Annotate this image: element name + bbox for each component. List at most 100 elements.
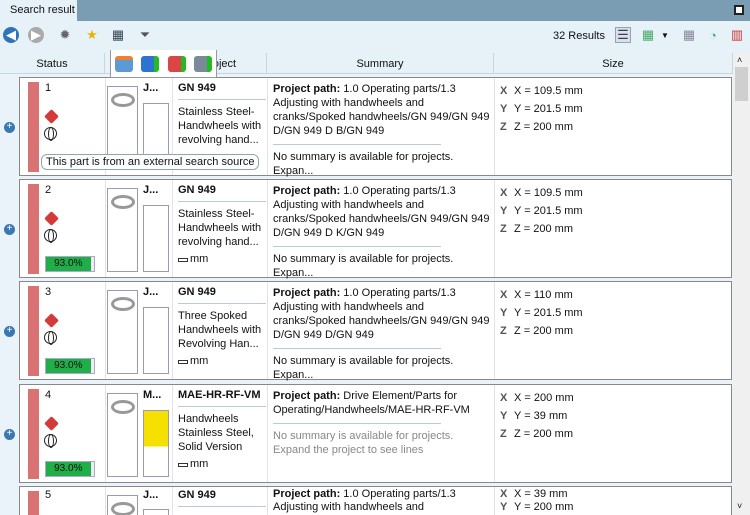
project-title: GN 949 [178, 489, 266, 507]
maximize-button[interactable] [734, 5, 744, 15]
expand-button[interactable]: + [4, 122, 15, 133]
forward-icon[interactable]: ▶ [28, 27, 44, 43]
table-row[interactable]: 5 J... GN 949 Project path: 1.0 Operatin… [19, 486, 732, 515]
table-row[interactable]: 3 93.0% J... GN 949 Three Spoked Handwhe… [19, 281, 732, 381]
settings-icon[interactable]: ✹ [59, 27, 71, 42]
summary-text: No summary is available for projects. Ex… [273, 430, 454, 456]
summary-cell: Project path: 1.0 Operating parts/1.3 Ad… [273, 488, 491, 515]
divider [494, 282, 495, 379]
project-title: GN 949 [178, 184, 266, 202]
unit-label: mm [190, 458, 209, 470]
status-bar [28, 389, 39, 479]
row-number: 4 [45, 389, 52, 401]
manufacturer-logo [143, 307, 169, 374]
results-count: 32 Results [553, 30, 605, 42]
path-label: Project path: [273, 287, 341, 299]
table-row[interactable]: 4 93.0% M... MAE-HR-RF-VM Handwheels Sta… [19, 384, 732, 483]
expand-button[interactable]: + [4, 224, 15, 235]
part-cube-icon [44, 313, 59, 328]
match-value: 93.0% [46, 462, 91, 476]
column-summary[interactable]: Summary [267, 53, 494, 74]
project-path: Drive Element/Parts for Operating/Handwh… [273, 390, 470, 416]
project-description: Stainless Steel-Handwheels with revolvin… [178, 106, 262, 146]
match-value: 93.0% [46, 257, 91, 271]
scroll-up-icon[interactable]: ˄ [737, 55, 743, 65]
part-thumbnail[interactable] [107, 188, 138, 272]
add-red-part-icon[interactable] [167, 55, 186, 72]
divider [105, 282, 106, 379]
size-y: Y = 200 mm [514, 501, 574, 513]
grid-view-icon[interactable]: ▦ [641, 27, 655, 42]
part-thumbnail[interactable] [107, 393, 138, 477]
tab-search-result[interactable]: Search result [0, 0, 77, 21]
project-cell: MAE-HR-RF-VM Handwheels Stainless Steel,… [178, 389, 266, 470]
back-icon[interactable]: ◀ [3, 27, 19, 43]
size-z: Z = 200 mm [514, 223, 573, 235]
divider [494, 385, 495, 482]
manufacturer-logo [143, 205, 169, 272]
status-bar [28, 286, 39, 376]
project-path: 1.0 Operating parts/1.3 Adjusting with h… [273, 287, 490, 341]
row-number: 1 [45, 82, 52, 94]
divider [494, 78, 495, 175]
toolbar: ◀ ▶ ✹ ★ ▦ ⏷ 32 Results ☰ ▦ ▼ ▦ ◔ ▥ [0, 21, 750, 53]
size-y: Y = 201.5 mm [514, 307, 583, 319]
status-bar [28, 82, 39, 172]
globe-icon[interactable] [44, 127, 57, 141]
scrollbar-thumb[interactable] [735, 67, 748, 101]
project-cell: GN 949 [178, 489, 266, 512]
chevron-down-icon[interactable]: ▼ [661, 30, 669, 40]
table-row[interactable]: 2 93.0% J... GN 949 Stainless Steel-Hand… [19, 179, 732, 279]
add-gray-part-icon[interactable] [193, 55, 212, 72]
y-axis-icon: Y [500, 103, 508, 115]
globe-icon[interactable] [44, 229, 57, 243]
manufacturer-logo [143, 509, 169, 515]
ruler-icon [178, 463, 188, 467]
x-axis-icon: X [500, 187, 508, 199]
scroll-down-icon[interactable]: ˅ [737, 501, 743, 511]
favorites-icon[interactable]: ★ [86, 27, 98, 42]
context-toolbar [110, 50, 217, 78]
divider [105, 385, 106, 482]
save-table-icon[interactable]: ▦ [111, 27, 125, 42]
chart-icon[interactable]: ◔ [709, 27, 717, 43]
divider [267, 78, 268, 175]
project-path: 1.0 Operating parts/1.3 Adjusting with h… [273, 185, 490, 239]
expand-button[interactable]: + [4, 429, 15, 440]
path-label: Project path: [273, 488, 341, 500]
size-x: X = 39 mm [514, 488, 568, 500]
project-cell: GN 949 Stainless Steel-Handwheels with r… [178, 184, 266, 265]
match-value: 93.0% [46, 359, 91, 373]
scrollbar[interactable]: ˄ ˅ [733, 53, 750, 515]
status-bar [28, 184, 39, 274]
size-z: Z = 200 mm [514, 121, 573, 133]
size-x: X = 109.5 mm [514, 85, 583, 97]
globe-icon[interactable] [44, 434, 57, 448]
column-status[interactable]: Status [0, 53, 105, 74]
status-bar [28, 491, 39, 515]
project-title: GN 949 [178, 82, 266, 100]
table-view-icon[interactable]: ▦ [682, 27, 696, 42]
divider [267, 385, 268, 482]
divider [267, 180, 268, 277]
project-cell: GN 949 Three Spoked Handwheels with Revo… [178, 286, 266, 367]
open-folder-icon[interactable] [115, 55, 134, 72]
part-thumbnail[interactable] [107, 290, 138, 374]
part-thumbnail[interactable] [107, 495, 138, 515]
unit-label: mm [190, 355, 209, 367]
path-label: Project path: [273, 185, 341, 197]
column-size[interactable]: Size [494, 53, 733, 74]
add-blue-part-icon[interactable] [141, 55, 160, 72]
report-icon[interactable]: ▥ [730, 27, 744, 42]
expand-button[interactable]: + [4, 326, 15, 337]
x-axis-icon: X [500, 85, 508, 97]
manufacturer-label: J... [143, 286, 159, 298]
filter-save-icon[interactable]: ⏷ [139, 27, 151, 42]
size-y: Y = 39 mm [514, 410, 568, 422]
globe-icon[interactable] [44, 331, 57, 345]
size-y: Y = 201.5 mm [514, 205, 583, 217]
manufacturer-label: J... [143, 489, 159, 501]
divider [267, 487, 268, 515]
size-x: X = 200 mm [514, 392, 574, 404]
list-view-icon[interactable]: ☰ [615, 27, 631, 43]
